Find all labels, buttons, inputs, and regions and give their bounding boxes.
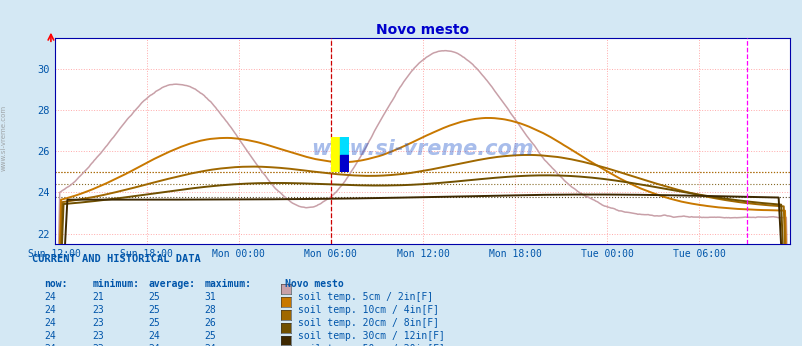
Text: CURRENT AND HISTORICAL DATA: CURRENT AND HISTORICAL DATA <box>32 254 200 264</box>
Text: 23: 23 <box>92 318 104 328</box>
Text: www.si-vreme.com: www.si-vreme.com <box>1 105 7 172</box>
Text: 24: 24 <box>44 344 56 346</box>
Text: 31: 31 <box>205 292 217 302</box>
Text: 28: 28 <box>205 305 217 315</box>
Text: maximum:: maximum: <box>205 279 252 289</box>
Text: soil temp. 10cm / 4in[F]: soil temp. 10cm / 4in[F] <box>298 305 439 315</box>
Text: 23: 23 <box>92 331 104 341</box>
Text: soil temp. 50cm / 20in[F]: soil temp. 50cm / 20in[F] <box>298 344 444 346</box>
Text: Novo mesto: Novo mesto <box>285 279 343 289</box>
Bar <box>330 137 339 172</box>
Text: 24: 24 <box>205 344 217 346</box>
Bar <box>339 155 348 172</box>
Text: 25: 25 <box>148 305 160 315</box>
Text: 24: 24 <box>44 318 56 328</box>
Text: 23: 23 <box>92 344 104 346</box>
Text: soil temp. 20cm / 8in[F]: soil temp. 20cm / 8in[F] <box>298 318 439 328</box>
Text: 21: 21 <box>92 292 104 302</box>
Text: 24: 24 <box>44 331 56 341</box>
Text: soil temp. 5cm / 2in[F]: soil temp. 5cm / 2in[F] <box>298 292 432 302</box>
Text: average:: average: <box>148 279 196 289</box>
Bar <box>339 137 348 155</box>
Title: Novo mesto: Novo mesto <box>375 23 468 37</box>
Text: 24: 24 <box>44 305 56 315</box>
Text: www.si-vreme.com: www.si-vreme.com <box>310 139 533 159</box>
Text: 26: 26 <box>205 318 217 328</box>
Text: 23: 23 <box>92 305 104 315</box>
Text: 24: 24 <box>44 292 56 302</box>
Text: 25: 25 <box>148 318 160 328</box>
Text: 25: 25 <box>205 331 217 341</box>
Text: 25: 25 <box>148 292 160 302</box>
Text: 24: 24 <box>148 344 160 346</box>
Text: minimum:: minimum: <box>92 279 140 289</box>
Text: now:: now: <box>44 279 67 289</box>
Text: 24: 24 <box>148 331 160 341</box>
Text: soil temp. 30cm / 12in[F]: soil temp. 30cm / 12in[F] <box>298 331 444 341</box>
